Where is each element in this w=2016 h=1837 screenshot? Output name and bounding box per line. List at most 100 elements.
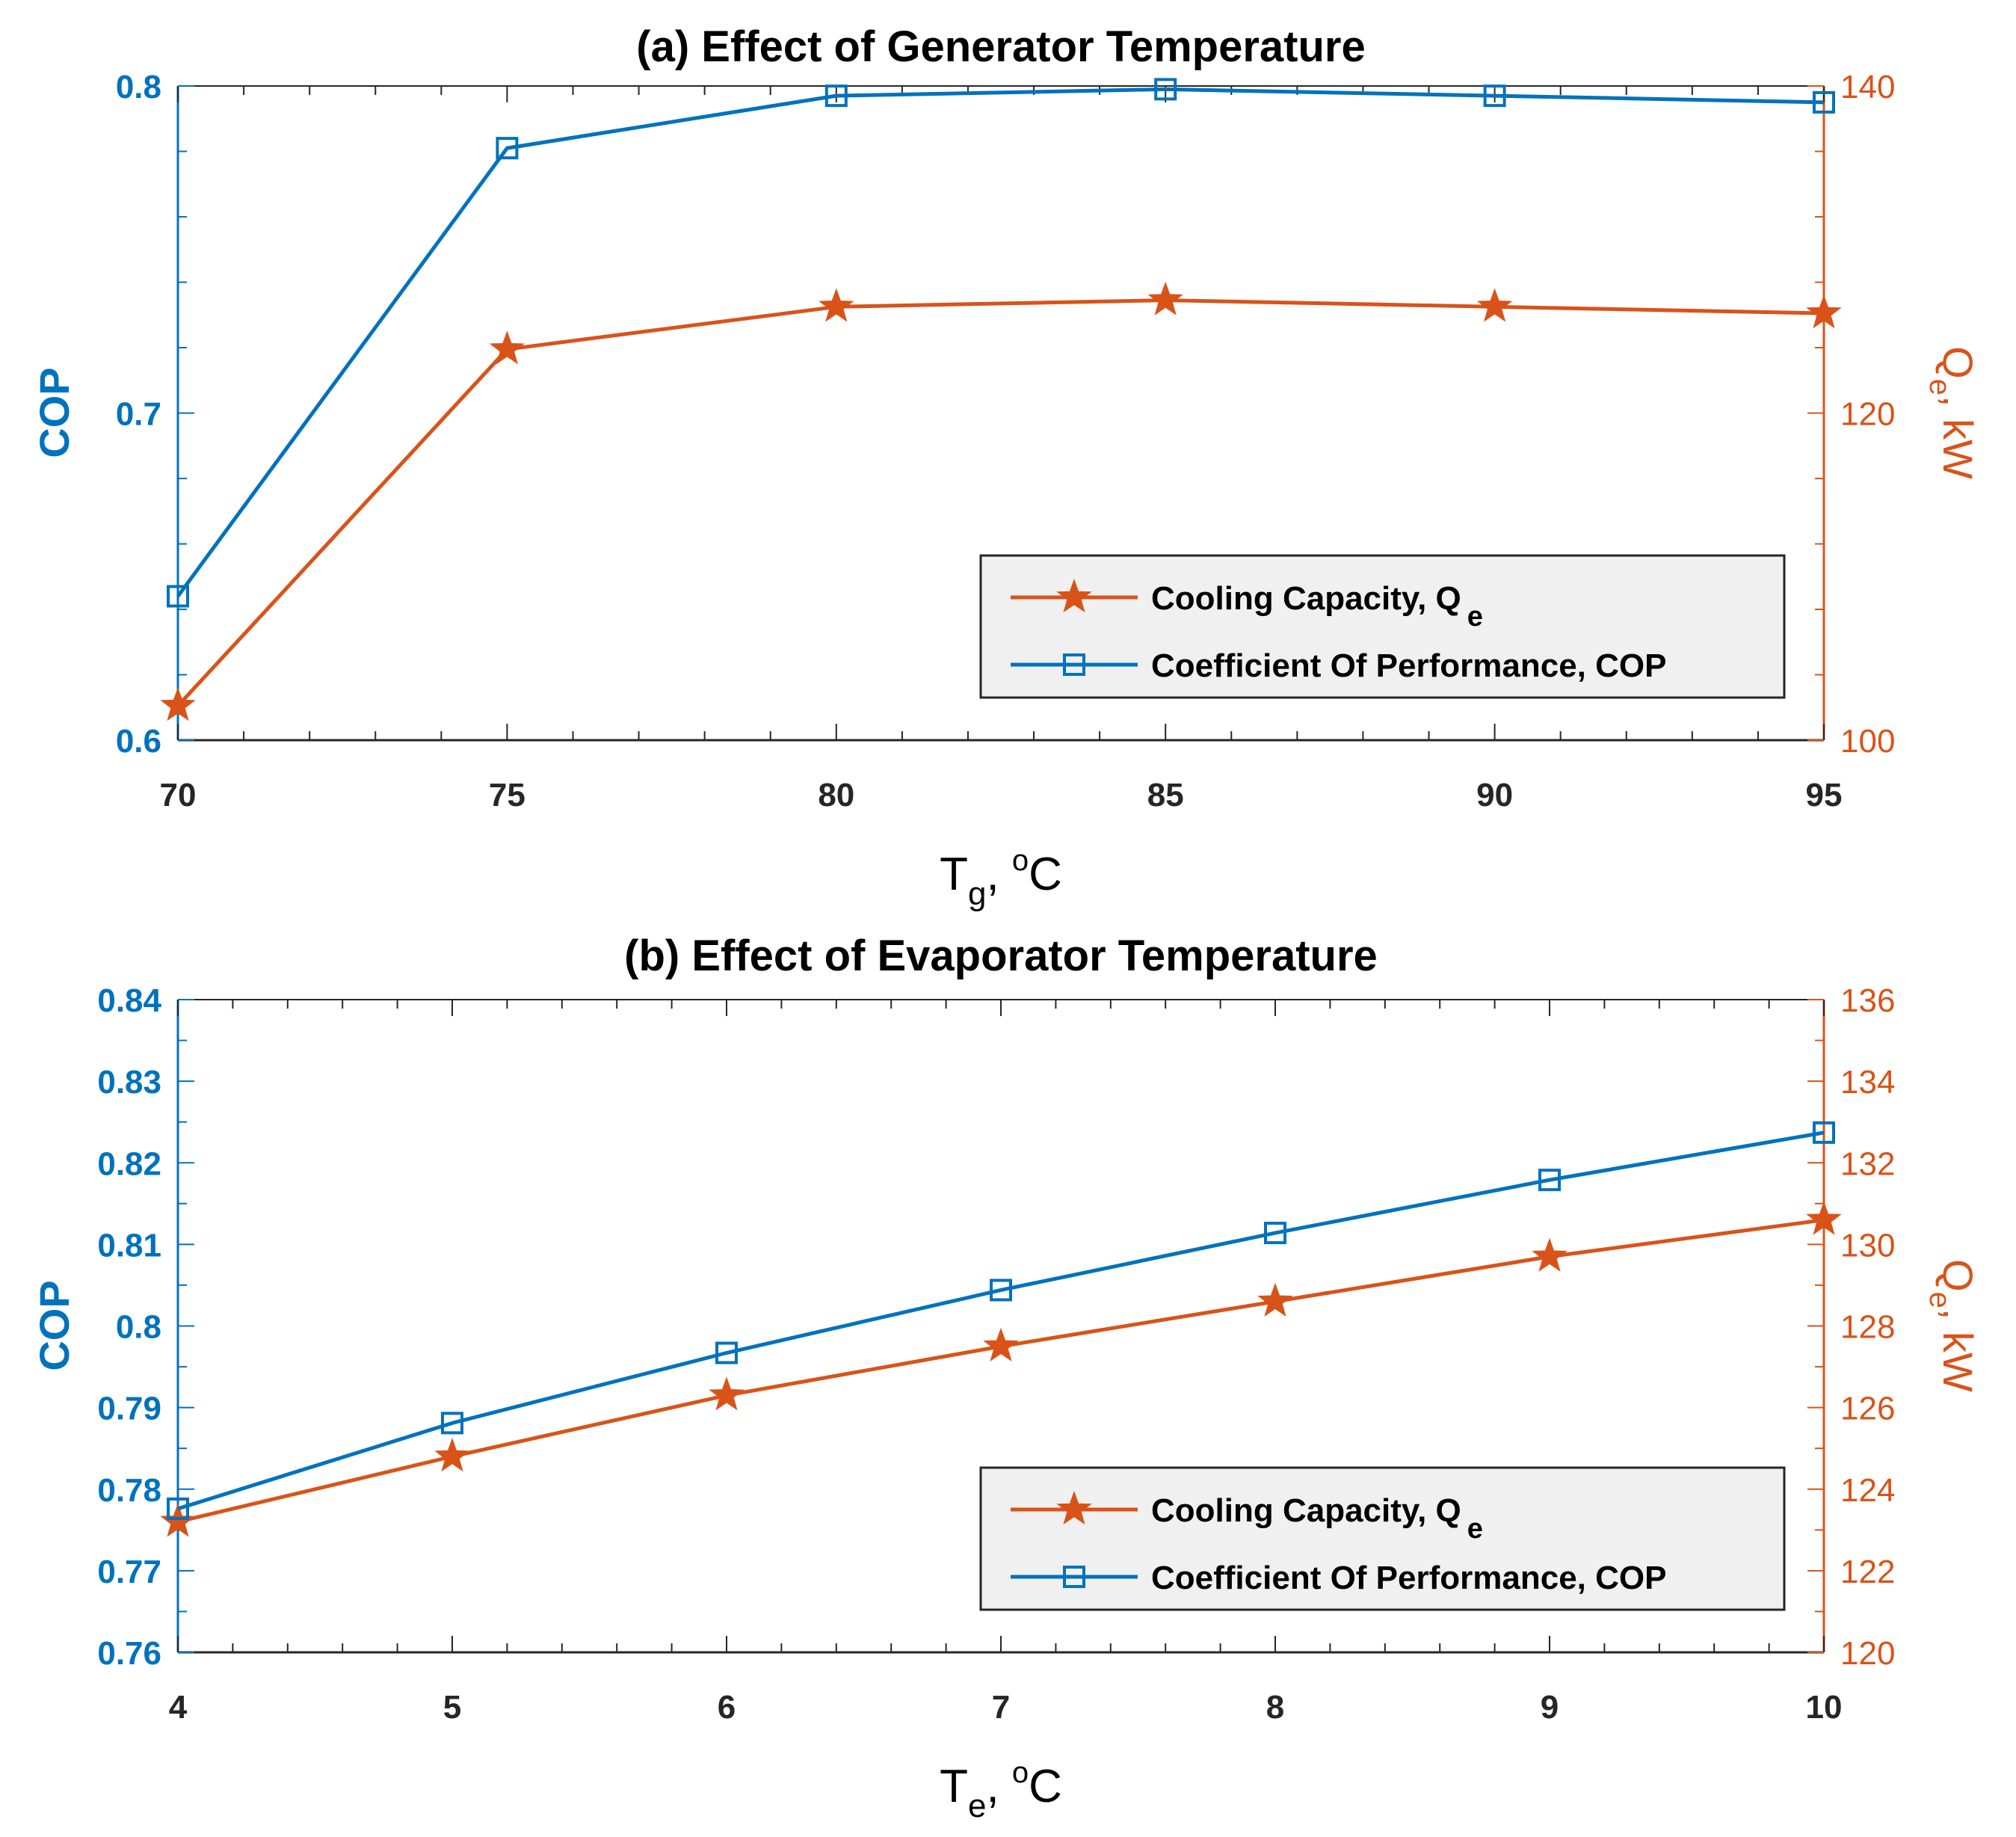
y-axis-right-label-subscript: e: [1923, 1292, 1956, 1308]
y-left-tick-label: 0.84: [97, 982, 161, 1019]
y-axis-right-label-subscript: e: [1923, 379, 1956, 396]
cop-point-marker: [441, 1412, 463, 1435]
y-axis-left-label: COP: [31, 367, 78, 458]
y-axis-right-label-text: , kW: [1935, 396, 1982, 479]
y-left-tick-label: 0.77: [97, 1554, 161, 1590]
x-tick-label: 95: [1806, 777, 1843, 813]
cooling-capacity-point-marker: [983, 1327, 1019, 1361]
cop-point-marker: [1264, 1222, 1286, 1245]
y-left-tick-label: 0.8: [116, 1309, 161, 1346]
legend-marker-cooling-capacity: [1056, 1491, 1092, 1525]
x-axis-label-text: ,: [986, 849, 1011, 900]
y-right-tick-label: 122: [1840, 1554, 1895, 1590]
cooling-capacity-point-marker: [1806, 1201, 1842, 1235]
legend-box: [979, 554, 1786, 699]
cop-point-marker: [715, 1341, 738, 1364]
x-tick-label: 7: [992, 1689, 1010, 1726]
y-right-tick-label: 140: [1840, 69, 1895, 105]
x-tick-label: 6: [718, 1689, 736, 1726]
chart-title: (b) Effect of Evaporator Temperature: [624, 932, 1378, 980]
y-left-tick-label: 0.8: [116, 69, 161, 105]
legend-label-text: Cooling Capacity, Q: [1151, 1492, 1461, 1529]
y-right-tick-label: 124: [1840, 1472, 1895, 1509]
x-tick-label: 4: [169, 1689, 188, 1726]
y-left-tick-label: 0.79: [97, 1391, 161, 1427]
x-tick-label: 90: [1476, 777, 1513, 813]
x-axis-label-superscript: o: [1012, 844, 1029, 877]
x-axis-label-main: T: [940, 849, 968, 900]
cop-point-marker: [1813, 1121, 1835, 1144]
x-axis-label-unit: C: [1029, 1761, 1062, 1812]
y-axis-right-label: Qe, kW: [1923, 1259, 1982, 1392]
y-axis-right-label-main: Q: [1935, 346, 1982, 379]
cop-point-marker: [167, 585, 189, 608]
y-left-tick-label: 0.6: [116, 723, 161, 760]
x-tick-label: 70: [160, 777, 197, 813]
y-right-tick-label: 128: [1840, 1309, 1895, 1346]
x-tick-label: 5: [443, 1689, 461, 1726]
y-right-tick-label: 100: [1840, 723, 1895, 760]
y-left-tick-label: 0.83: [97, 1064, 161, 1101]
y-axis-right-label-text: , kW: [1935, 1308, 1982, 1392]
cooling-capacity-point-marker: [1147, 281, 1183, 316]
y-right-tick-label: 130: [1840, 1227, 1895, 1264]
chart-title: (a) Effect of Generator Temperature: [636, 22, 1365, 71]
cooling-capacity-point-marker: [819, 288, 854, 322]
cop-series-line: [177, 1130, 1825, 1511]
x-tick-label: 9: [1541, 1689, 1559, 1726]
x-tick-label: 10: [1806, 1689, 1843, 1726]
cooling-capacity-series-line: [176, 298, 1825, 707]
cooling-capacity-point-marker: [1257, 1282, 1293, 1317]
cooling-capacity-point-marker: [434, 1438, 470, 1472]
cop-point-marker: [1813, 90, 1835, 114]
x-axis-label: Te, oC: [940, 1756, 1062, 1824]
y-axis-right-label-main: Q: [1935, 1259, 1982, 1292]
y-right-tick-label: 120: [1840, 396, 1895, 433]
x-axis-label-main: T: [940, 1761, 968, 1812]
cop-point-marker: [824, 84, 848, 108]
y-right-tick-label: 120: [1840, 1635, 1895, 1672]
x-axis-label-subscript: g: [968, 876, 986, 912]
legend-marker-cop: [1063, 653, 1085, 676]
x-tick-label: 8: [1266, 1689, 1284, 1726]
legend-box: [979, 1466, 1786, 1611]
cop-point-marker: [1154, 78, 1177, 101]
x-axis-label-subscript: e: [968, 1788, 986, 1824]
cooling-capacity-point-marker: [489, 330, 525, 365]
y-left-tick-label: 0.76: [97, 1635, 161, 1672]
cop-point-marker: [496, 137, 519, 160]
y-axis-right-label: Qe, kW: [1923, 346, 1982, 479]
cooling-capacity-point-marker: [1806, 295, 1842, 329]
chart-panel-b: (b) Effect of Evaporator Temperature 4 5 6 7…: [31, 932, 1982, 1824]
cop-point-marker: [1483, 84, 1506, 108]
x-axis-label: Tg, oC: [940, 844, 1062, 912]
x-axis-label-text: ,: [986, 1761, 1011, 1812]
chart-panel-a: (a) Effect of Generator Temperature 70 75 8…: [31, 22, 1982, 912]
x-tick-label: 85: [1147, 777, 1184, 813]
cooling-capacity-point-marker: [160, 687, 196, 721]
cooling-capacity-point-marker: [1532, 1237, 1568, 1272]
cooling-capacity-point-marker: [709, 1376, 745, 1411]
y-right-tick-label: 126: [1840, 1391, 1895, 1427]
legend-label-cop: Coefficient Of Performance, COP: [1151, 647, 1666, 684]
x-axis-label-superscript: o: [1012, 1756, 1029, 1789]
y-right-tick-label: 132: [1840, 1145, 1895, 1182]
cop-point-marker: [990, 1278, 1012, 1302]
legend-marker-cop: [1063, 1566, 1085, 1588]
x-tick-label: 75: [489, 777, 525, 813]
cop-point-marker: [167, 1497, 189, 1520]
y-left-tick-label: 0.82: [97, 1145, 161, 1182]
x-axis-label-unit: C: [1029, 849, 1062, 900]
y-right-tick-label: 134: [1840, 1064, 1895, 1101]
cop-series-line: [176, 87, 1825, 597]
legend-label-text: Cooling Capacity, Q: [1151, 580, 1461, 617]
cop-point-marker: [1538, 1169, 1561, 1192]
legend-label-cop: Coefficient Of Performance, COP: [1151, 1560, 1666, 1596]
legend-label-text: Coefficient Of Performance, COP: [1151, 647, 1666, 684]
cooling-capacity-point-marker: [1476, 288, 1513, 322]
